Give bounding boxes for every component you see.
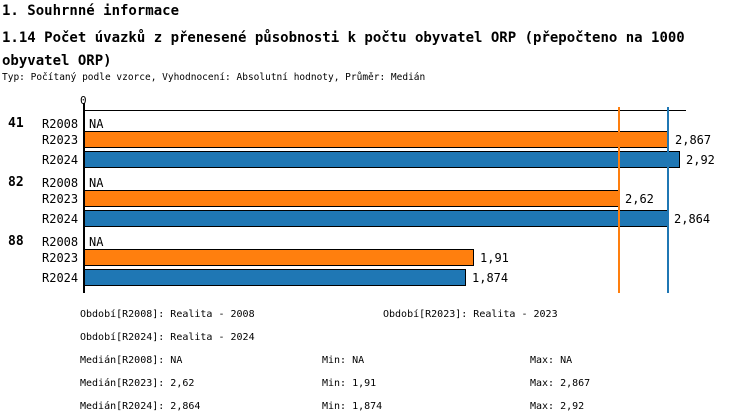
bar-r2023-group-82	[84, 190, 619, 207]
bar-r2024-group-82	[84, 210, 668, 227]
bar-chart: 0 41 R2008 NA R2023 2,867 R2024 2,92 82 R2008 NA R…	[8, 94, 715, 293]
section-heading: 1. Souhrnné informace	[2, 3, 180, 19]
group-label-41: 41	[8, 116, 24, 131]
legend-max-r2023: Max: 2,867	[530, 378, 591, 389]
series-label-r2008: R2008	[42, 176, 79, 190]
x-axis-tick-label: 0	[80, 94, 87, 107]
legend-min-r2024: Min: 1,874	[322, 401, 383, 412]
series-label-r2023: R2023	[42, 251, 79, 265]
report-title: 1.14 Počet úvazků z přenesené působnosti…	[2, 30, 685, 69]
legend-min-r2023: Min: 1,91	[322, 378, 377, 389]
legend-max-r2024: Max: 2,92	[530, 401, 585, 412]
bar-r2023-group-88	[84, 249, 474, 266]
na-value-label: NA	[89, 117, 104, 131]
group-label-82: 82	[8, 175, 24, 190]
bar-r2024-group-41	[84, 151, 680, 168]
legend-max-r2008: Max: NA	[530, 355, 573, 366]
series-label-r2008: R2008	[42, 235, 79, 249]
legend-obdobi-r2023: Období[R2023]: Realita - 2023	[383, 309, 558, 320]
median-line-r2023	[618, 107, 620, 293]
bar-value-label: 1,874	[472, 271, 509, 285]
legend-median-r2008: Medián[R2008]: NA	[80, 355, 183, 366]
series-label-r2024: R2024	[42, 153, 79, 167]
report-meta: Typ: Počítaný podle vzorce, Vyhodnocení:…	[2, 72, 426, 83]
na-value-label: NA	[89, 235, 104, 249]
series-label-r2024: R2024	[42, 271, 79, 285]
median-line-r2024	[667, 107, 669, 293]
bar-r2023-group-41	[84, 131, 669, 148]
bar-value-label: 1,91	[480, 251, 509, 265]
group-label-88: 88	[8, 234, 24, 249]
bar-value-label: 2,864	[674, 212, 711, 226]
series-label-r2008: R2008	[42, 117, 79, 131]
legend-obdobi-r2024: Období[R2024]: Realita - 2024	[80, 332, 255, 343]
series-label-r2023: R2023	[42, 133, 79, 147]
bar-value-label: 2,62	[625, 192, 654, 206]
legend-obdobi-r2008: Období[R2008]: Realita - 2008	[80, 309, 255, 320]
x-axis-line	[84, 110, 686, 111]
legend-median-r2023: Medián[R2023]: 2,62	[80, 378, 195, 389]
legend-median-r2024: Medián[R2024]: 2,864	[80, 401, 201, 412]
series-label-r2023: R2023	[42, 192, 79, 206]
na-value-label: NA	[89, 176, 104, 190]
bar-r2024-group-88	[84, 269, 466, 286]
bar-value-label: 2,92	[686, 153, 715, 167]
series-label-r2024: R2024	[42, 212, 79, 226]
legend-min-r2008: Min: NA	[322, 355, 365, 366]
bar-value-label: 2,867	[675, 133, 712, 147]
